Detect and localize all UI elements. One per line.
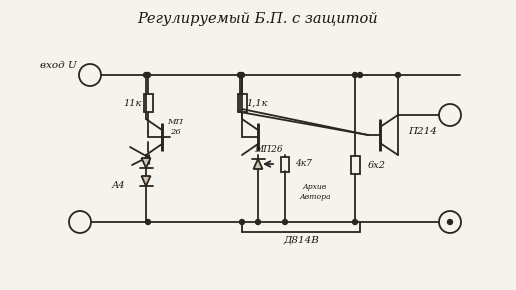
- Circle shape: [395, 72, 400, 77]
- Circle shape: [79, 64, 101, 86]
- Text: Д814В: Д814В: [283, 235, 319, 244]
- Circle shape: [447, 220, 453, 224]
- Circle shape: [143, 72, 149, 77]
- Text: +: +: [445, 215, 455, 229]
- Text: Архив
Автора: Архив Автора: [299, 183, 331, 201]
- Bar: [281, 157, 289, 171]
- Polygon shape: [253, 159, 263, 169]
- Circle shape: [439, 104, 461, 126]
- Text: 11к: 11к: [124, 99, 142, 108]
- Bar: [350, 156, 360, 174]
- Bar: [143, 94, 153, 112]
- Text: вход U: вход U: [40, 61, 77, 70]
- Text: −: −: [85, 68, 95, 81]
- Polygon shape: [141, 176, 151, 186]
- Text: А4: А4: [111, 182, 125, 191]
- Text: 4к7: 4к7: [295, 160, 312, 168]
- Text: 6х2: 6х2: [368, 160, 386, 169]
- Circle shape: [237, 72, 243, 77]
- Circle shape: [439, 211, 461, 233]
- Circle shape: [146, 72, 151, 77]
- Text: Регулируемый Б.П. с защитой: Регулируемый Б.П. с защитой: [138, 12, 378, 26]
- Circle shape: [239, 220, 245, 224]
- Bar: [237, 94, 247, 112]
- Text: МП
26: МП 26: [167, 118, 183, 136]
- Circle shape: [352, 220, 358, 224]
- Circle shape: [358, 72, 363, 77]
- Text: +: +: [75, 215, 85, 229]
- Text: П214: П214: [408, 126, 437, 135]
- Circle shape: [239, 72, 245, 77]
- Circle shape: [69, 211, 91, 233]
- Circle shape: [255, 220, 261, 224]
- Circle shape: [352, 72, 358, 77]
- Polygon shape: [141, 158, 151, 168]
- Circle shape: [146, 220, 151, 224]
- Text: МП26: МП26: [254, 144, 282, 153]
- Text: −: −: [445, 108, 455, 122]
- Text: 1,1к: 1,1к: [246, 99, 268, 108]
- Circle shape: [282, 220, 287, 224]
